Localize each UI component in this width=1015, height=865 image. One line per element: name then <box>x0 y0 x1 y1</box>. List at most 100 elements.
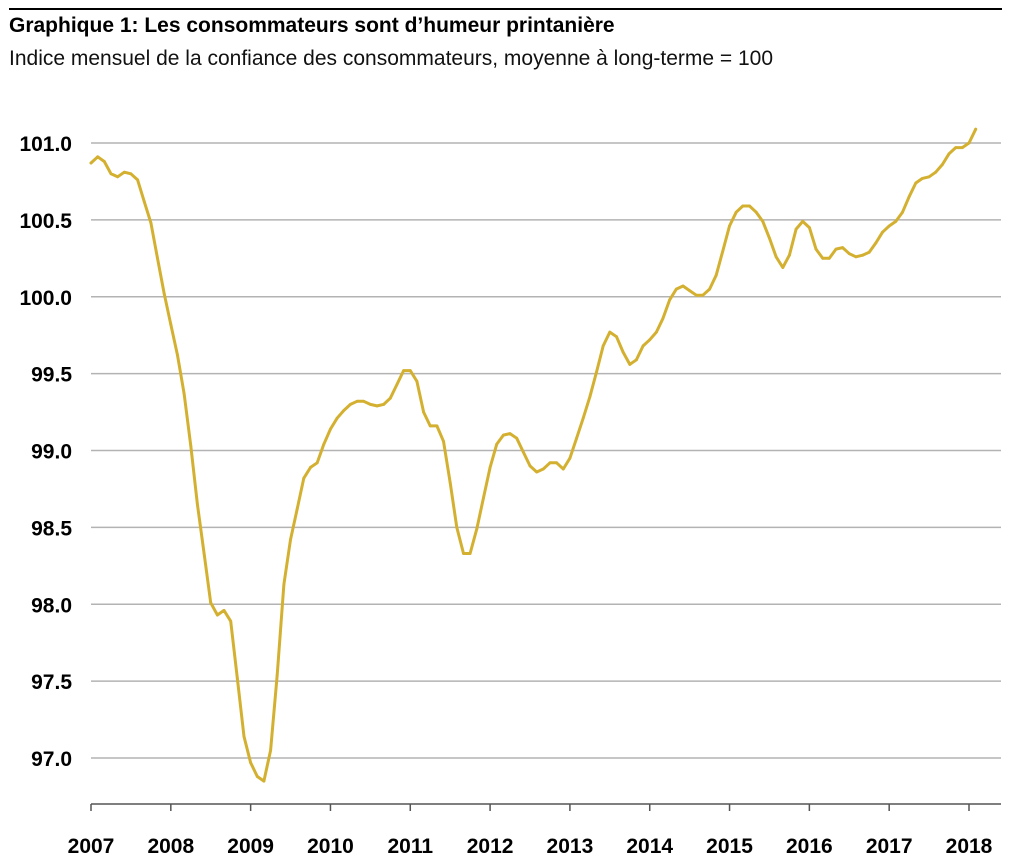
x-tick-label: 2016 <box>786 835 833 858</box>
data-point <box>907 195 911 199</box>
y-tick-label: 101.0 <box>19 133 72 156</box>
data-point <box>295 507 299 511</box>
y-tick-label: 99.0 <box>31 441 72 464</box>
data-point <box>521 450 525 454</box>
data-point <box>528 464 532 468</box>
x-tick-label: 2011 <box>387 835 433 858</box>
data-point <box>655 330 658 334</box>
x-axis <box>90 803 1001 811</box>
data-point <box>129 172 133 176</box>
data-point <box>122 170 126 174</box>
data-point <box>921 177 924 180</box>
data-point <box>502 433 505 437</box>
data-point <box>555 461 558 465</box>
data-point <box>894 220 898 223</box>
data-point <box>435 424 439 428</box>
data-point <box>741 204 745 208</box>
gridlines <box>91 142 1001 759</box>
data-point <box>109 172 113 176</box>
data-point <box>315 461 319 465</box>
data-point <box>448 481 452 485</box>
data-point <box>375 404 379 408</box>
data-point <box>355 399 359 403</box>
data-point <box>442 439 445 443</box>
x-tick-label: 2007 <box>68 835 115 858</box>
data-point <box>428 424 432 428</box>
x-tick-label: 2009 <box>227 835 274 858</box>
data-point <box>475 527 479 531</box>
series-line-consumer-confidence <box>89 127 978 783</box>
data-point <box>89 161 93 165</box>
data-point <box>808 226 811 230</box>
data-point <box>960 146 964 150</box>
data-point <box>714 273 718 277</box>
data-point <box>196 502 199 506</box>
data-point <box>189 444 193 448</box>
data-point <box>721 249 725 253</box>
data-point <box>608 330 612 334</box>
data-point <box>734 210 738 214</box>
data-point <box>488 466 492 469</box>
data-point <box>342 409 346 412</box>
x-tick-label: 2008 <box>147 835 194 858</box>
data-point <box>748 204 751 208</box>
data-point <box>369 403 372 406</box>
data-point <box>881 230 884 234</box>
data-point <box>508 432 512 435</box>
data-point <box>641 344 645 348</box>
data-point <box>847 252 851 256</box>
data-point <box>781 266 785 269</box>
x-tick-label: 2015 <box>706 835 753 858</box>
data-point <box>202 552 206 555</box>
data-point <box>182 392 186 395</box>
data-point <box>761 220 765 223</box>
data-point <box>176 353 179 357</box>
data-point <box>408 369 412 372</box>
data-point <box>947 152 951 156</box>
data-point <box>289 538 292 542</box>
data-point <box>814 247 818 251</box>
data-point <box>275 673 279 677</box>
data-point <box>455 526 459 529</box>
data-point <box>349 403 352 406</box>
data-point <box>601 344 605 348</box>
data-point <box>382 403 386 406</box>
data-point <box>801 220 805 223</box>
data-point <box>242 735 246 738</box>
data-point <box>668 298 672 302</box>
data-point <box>887 224 891 228</box>
data-point <box>335 416 339 420</box>
data-point <box>628 363 632 366</box>
chart-title: Graphique 1: Les consommateurs sont d’hu… <box>9 14 615 37</box>
data-point <box>568 456 572 460</box>
data-point <box>216 613 219 617</box>
data-point <box>635 358 638 362</box>
y-tick-label: 98.5 <box>31 517 72 540</box>
data-point <box>96 155 100 159</box>
data-point <box>861 253 864 257</box>
data-point <box>821 256 825 260</box>
data-point <box>142 200 146 203</box>
data-point <box>388 396 392 400</box>
data-point <box>362 399 366 403</box>
data-point <box>169 323 173 326</box>
data-point <box>827 256 831 260</box>
data-point <box>615 335 618 339</box>
data-point <box>595 370 598 374</box>
data-point <box>482 496 485 500</box>
data-point <box>282 582 286 586</box>
data-point <box>255 775 259 778</box>
data-point <box>621 350 625 354</box>
data-point <box>156 256 159 260</box>
x-axis-labels: 2007 2008 2009 2010 2011 2012 2013 2014 2015 2016… <box>68 835 993 858</box>
data-point <box>329 427 332 431</box>
x-tick-label: 2012 <box>467 835 514 858</box>
x-tick-label: 2013 <box>547 835 594 858</box>
data-point <box>661 316 665 320</box>
data-point <box>974 127 978 131</box>
data-point <box>535 470 539 474</box>
data-point <box>914 181 918 185</box>
data-point <box>581 416 585 420</box>
data-point <box>954 146 958 150</box>
